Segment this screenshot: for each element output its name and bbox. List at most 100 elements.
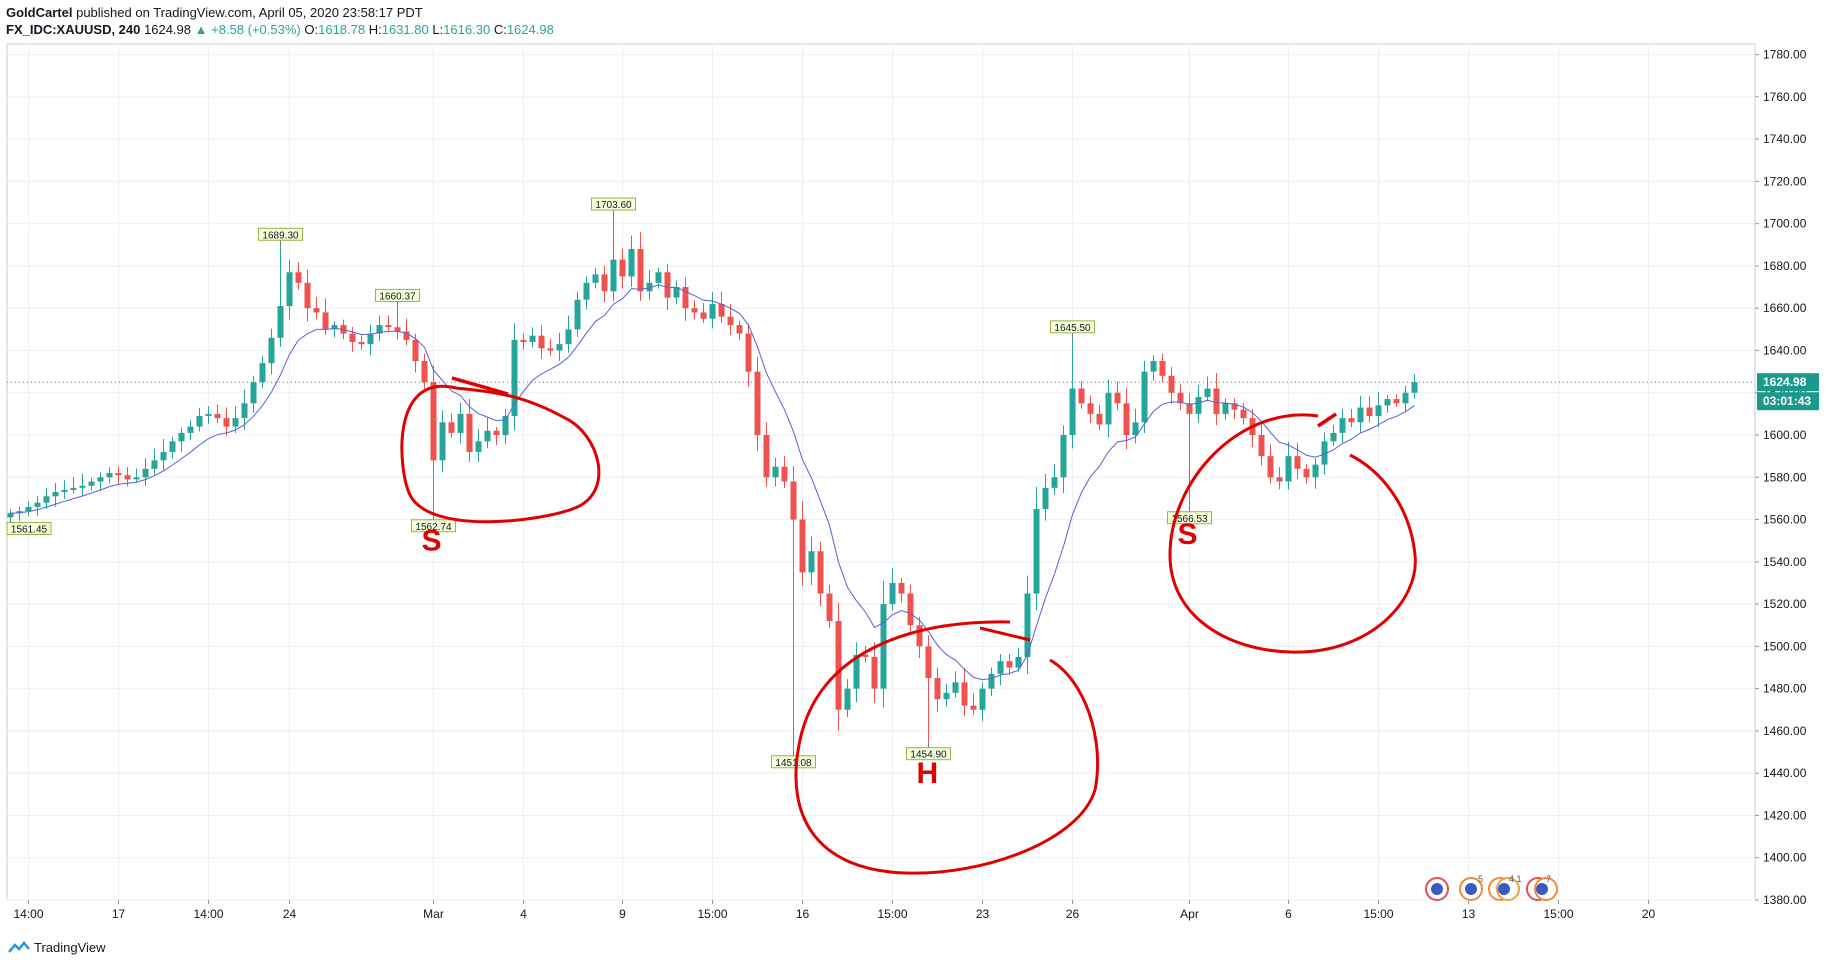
candle-body (988, 673, 995, 689)
price-label-box (375, 288, 420, 302)
candle-body (1357, 407, 1364, 423)
candle-body (142, 468, 149, 478)
multi-event-icon[interactable]: 5 (1459, 874, 1483, 901)
candle-body (439, 422, 446, 461)
candle-body (925, 646, 932, 679)
event-icons[interactable]: 5 4 1 7 (1425, 874, 1558, 901)
y-tick-label: 1640.00 (1763, 343, 1807, 357)
candle-body (1366, 407, 1373, 416)
price-label-text: 1454.90 (910, 750, 947, 761)
candle-body (583, 282, 590, 300)
us-flag-event-icon[interactable] (1425, 877, 1449, 901)
current-price-text: 1624.98 (1763, 375, 1807, 389)
candle-body (160, 451, 167, 461)
candle-body (70, 487, 77, 490)
y-tick-label: 1400.00 (1763, 851, 1807, 865)
y-tick-label: 1540.00 (1763, 555, 1807, 569)
candle-body (952, 682, 959, 693)
price-label-text: 1566.53 (1171, 514, 1208, 525)
candle-body (1150, 361, 1157, 372)
candle-body (556, 344, 563, 351)
candle-body (1051, 477, 1058, 488)
candle-body (421, 361, 428, 383)
candle-body (403, 331, 410, 340)
candle-body (547, 348, 554, 351)
y-tick-label: 1460.00 (1763, 724, 1807, 738)
candle-body (1195, 396, 1202, 414)
candle-body (1393, 399, 1400, 404)
x-tick-label: 20 (1642, 907, 1656, 921)
candle-body (817, 551, 824, 594)
price-label-box (591, 197, 636, 211)
candle-body (1006, 661, 1013, 668)
candle-body (394, 327, 401, 332)
candle-body (241, 403, 248, 419)
moving-average (10, 284, 1415, 681)
candle-body (385, 325, 392, 328)
high-label: H: (368, 22, 382, 37)
candle-body (367, 333, 374, 345)
candle-body (934, 678, 941, 700)
candle-body (772, 466, 779, 478)
candle-body (826, 593, 833, 622)
candle-body (1087, 403, 1094, 414)
y-tick-label: 1780.00 (1763, 48, 1807, 62)
candle-body (250, 382, 257, 404)
price-change: +8.58 (+0.53%) (211, 22, 301, 37)
author-name[interactable]: GoldCartel (6, 5, 73, 20)
x-tick-label: 4 (520, 907, 527, 921)
ohlc-line: FX_IDC:XAUUSD, 240 1624.98 ▲ +8.58 (+0.5… (6, 21, 554, 38)
candle-body (961, 682, 968, 706)
candle-body (322, 312, 329, 330)
x-tick-label: 17 (112, 907, 126, 921)
multi-event-icon[interactable]: 4 1 (1488, 874, 1522, 901)
y-tick-label: 1680.00 (1763, 259, 1807, 273)
candle-body (7, 513, 14, 518)
candle-body (1222, 403, 1229, 414)
candle-body (682, 287, 689, 309)
candle-body (1177, 392, 1184, 404)
price-label-text: 1645.50 (1054, 323, 1091, 334)
candle-body (565, 329, 572, 345)
candle-body (178, 432, 185, 442)
candle-body (1348, 418, 1355, 423)
multi-event-icon[interactable]: 7 (1526, 874, 1558, 901)
candle-body (1186, 403, 1193, 414)
open-label: O: (304, 22, 319, 37)
countdown-text: 03:01:43 (1763, 394, 1811, 408)
candle-body (700, 312, 707, 319)
symbol-label[interactable]: FX_IDC:XAUUSD, 240 (6, 22, 141, 37)
price-label-box (6, 521, 52, 535)
candle-body (466, 413, 473, 452)
x-tick-label: 14:00 (193, 907, 223, 921)
candle-body (538, 335, 545, 349)
candle-body (1312, 464, 1319, 478)
candle-body (880, 604, 887, 689)
candle-body (349, 333, 356, 343)
price-labels: 1561.45 1689.30 1660.37 1562.74 1703.60 1451.… (6, 197, 1755, 769)
candle-body (1276, 477, 1283, 482)
candle-body (736, 325, 743, 334)
candle-body (511, 339, 518, 416)
price-label-text: 1660.37 (379, 291, 416, 302)
candle-body (871, 656, 878, 689)
grid (7, 44, 1755, 901)
pattern-letter: S (422, 524, 442, 557)
footer-brand[interactable]: TradingView (34, 940, 106, 955)
candle-body (979, 688, 986, 710)
candle-body (637, 249, 644, 292)
candle-body (1159, 361, 1166, 376)
candle-body (286, 272, 293, 307)
candle-body (1402, 392, 1409, 404)
candle-body (151, 460, 158, 469)
candle-body (1258, 435, 1265, 457)
x-tick-label: 24 (283, 907, 297, 921)
y-tick-label: 1560.00 (1763, 513, 1807, 527)
candle-body (358, 342, 365, 345)
candle-body (1294, 456, 1301, 469)
y-tick-label: 1740.00 (1763, 132, 1807, 146)
low-label: L: (432, 22, 444, 37)
candle-body (745, 333, 752, 372)
